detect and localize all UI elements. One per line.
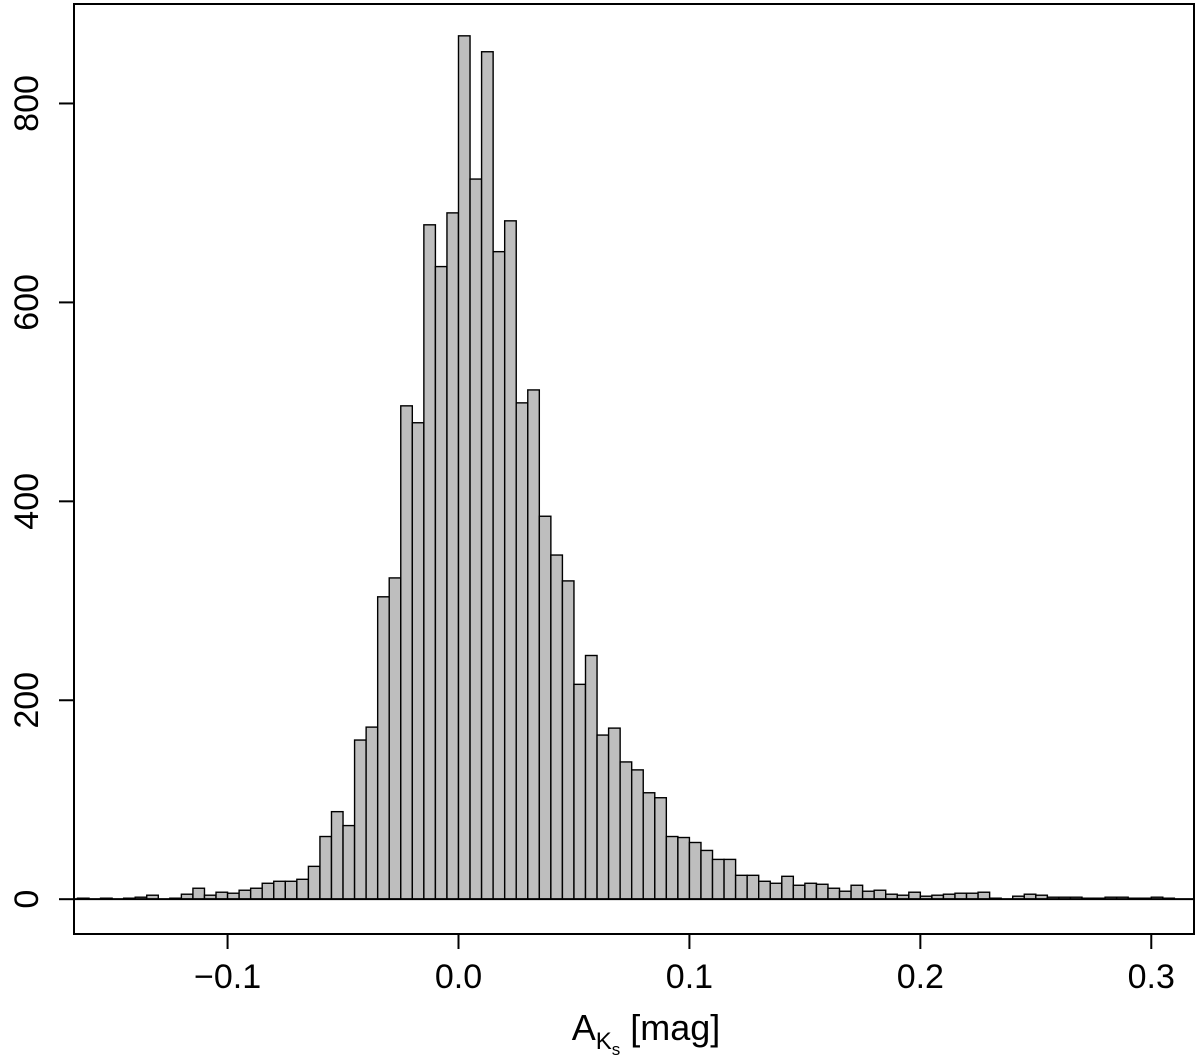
histogram-bar bbox=[319, 835, 333, 900]
y-tick-label: 0 bbox=[8, 890, 46, 909]
histogram-bar bbox=[480, 51, 494, 900]
histogram-bar bbox=[238, 889, 252, 900]
histogram-bar bbox=[665, 835, 679, 900]
histogram-bar bbox=[700, 849, 714, 900]
histogram-bar bbox=[654, 797, 668, 900]
histogram-bar bbox=[457, 35, 471, 900]
histogram-bar bbox=[527, 389, 541, 900]
bars-group bbox=[76, 35, 1194, 900]
histogram-bar bbox=[376, 596, 390, 900]
y-tick-label: 400 bbox=[8, 473, 46, 530]
histogram-bar bbox=[734, 874, 748, 900]
histogram-bar bbox=[423, 224, 437, 900]
histogram-bar bbox=[619, 761, 633, 900]
histogram-bar bbox=[746, 874, 760, 900]
y-tick-label: 800 bbox=[8, 75, 46, 132]
histogram-bar bbox=[642, 792, 656, 900]
plot-frame bbox=[73, 3, 1195, 935]
histogram-bar bbox=[977, 891, 991, 900]
x-tick-label: 0.2 bbox=[897, 958, 944, 996]
histogram-bar bbox=[792, 884, 806, 900]
histogram-bar bbox=[515, 402, 529, 900]
x-axis: −0.1 0.0 0.1 0.2 0.3 bbox=[194, 934, 1175, 996]
histogram-bar bbox=[469, 178, 483, 900]
histogram-bar bbox=[815, 883, 829, 900]
histogram-bar bbox=[630, 769, 644, 900]
histogram-bar bbox=[307, 865, 321, 900]
x-tick-label: 0.0 bbox=[435, 958, 482, 996]
histogram-bar bbox=[411, 422, 425, 900]
histogram-bar bbox=[827, 887, 841, 900]
histogram-bar bbox=[365, 726, 379, 900]
histogram-bar bbox=[607, 727, 621, 900]
histogram-bar bbox=[838, 890, 852, 900]
x-tick-label: 0.1 bbox=[666, 958, 713, 996]
histogram-bar bbox=[550, 554, 564, 900]
histogram-bar bbox=[850, 884, 864, 900]
histogram-bar bbox=[446, 212, 460, 900]
histogram-bar bbox=[908, 891, 922, 900]
histogram-bar bbox=[711, 858, 725, 900]
histogram-bar bbox=[342, 824, 356, 900]
histogram-bar bbox=[758, 880, 771, 900]
histogram-bar bbox=[584, 654, 598, 900]
x-tick-label: 0.3 bbox=[1128, 958, 1175, 996]
x-axis-title-sub: K bbox=[596, 1028, 612, 1055]
histogram-bar bbox=[353, 739, 367, 900]
histogram-bar bbox=[503, 220, 517, 900]
x-tick-label: −0.1 bbox=[194, 958, 261, 996]
y-tick-label: 200 bbox=[8, 672, 46, 729]
histogram-bar bbox=[296, 878, 310, 900]
y-tick-label: 600 bbox=[8, 274, 46, 331]
x-axis-title-subsub: s bbox=[612, 1040, 621, 1059]
x-axis-title-unit: [mag] bbox=[620, 1007, 720, 1048]
histogram-bar bbox=[434, 265, 448, 900]
histogram-bar bbox=[688, 841, 702, 900]
histogram-bar bbox=[249, 887, 263, 900]
histogram-bar bbox=[215, 891, 229, 900]
histogram-bar bbox=[596, 734, 610, 900]
histogram-bar bbox=[723, 858, 737, 900]
x-axis-title: AKs [mag] bbox=[572, 1007, 721, 1059]
histogram-bar bbox=[804, 882, 818, 900]
histogram-bar bbox=[261, 882, 275, 900]
histogram-bar bbox=[330, 810, 344, 900]
y-axis: 0 200 400 600 800 bbox=[8, 75, 74, 909]
histogram-bar bbox=[273, 880, 286, 900]
histogram-bar bbox=[573, 683, 587, 900]
histogram-bar bbox=[781, 875, 795, 900]
histogram-bar bbox=[561, 580, 575, 900]
histogram-bar bbox=[538, 515, 552, 900]
histogram-bar bbox=[873, 889, 887, 900]
histogram-bar bbox=[861, 890, 875, 900]
histogram-bar bbox=[769, 882, 783, 900]
histogram-bar bbox=[192, 887, 206, 900]
histogram-bar bbox=[388, 577, 402, 900]
histogram-bar bbox=[677, 836, 691, 900]
x-axis-title-main: A bbox=[572, 1007, 596, 1048]
histogram-bar bbox=[492, 250, 506, 900]
histogram-bar bbox=[284, 880, 298, 900]
histogram-bar bbox=[400, 405, 414, 900]
